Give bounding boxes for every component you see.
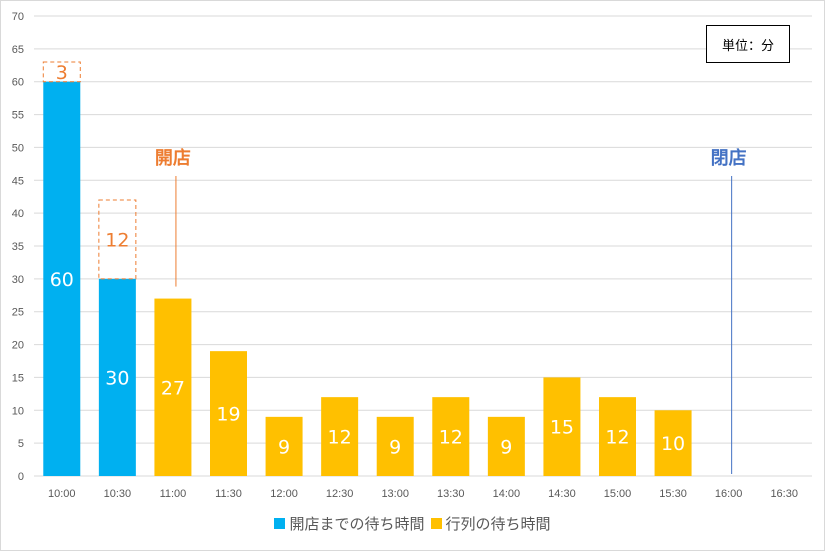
- y-tick-label: 10: [12, 405, 24, 417]
- legend: 開店までの待ち時間 行列の待ち時間: [0, 512, 825, 534]
- marker-label: 閉店: [711, 147, 747, 169]
- bar: [654, 410, 692, 476]
- x-tick-label: 12:00: [270, 488, 298, 500]
- bars: 60 30 27 19 9 12 9 12 9 15 12 10 3 12: [42, 61, 692, 476]
- x-tick-label: 11:00: [160, 488, 187, 500]
- x-tick-label: 13:00: [381, 488, 409, 500]
- y-tick-label: 65: [12, 44, 24, 56]
- gridlines: [34, 15, 812, 477]
- bar-data-label: 12: [439, 427, 463, 449]
- bar: [43, 81, 81, 476]
- x-tick-label: 14:30: [548, 488, 576, 500]
- x-axis-ticks: 10:00 10:30 11:00 11:30 12:00 12:30 13:00 13:30…: [48, 488, 798, 500]
- bar: [210, 351, 247, 476]
- bar: [487, 416, 525, 476]
- x-tick-label: 10:00: [48, 488, 76, 500]
- legend-swatch-blue: [274, 517, 286, 529]
- y-tick-label: 55: [12, 110, 24, 122]
- y-tick-label: 0: [18, 471, 24, 483]
- bar: [154, 298, 192, 476]
- bar: [265, 416, 303, 476]
- legend-label-series-0: 開店までの待ち時間: [289, 514, 425, 533]
- y-tick-label: 15: [12, 372, 24, 384]
- bar: [321, 397, 359, 476]
- x-tick-label: 12:30: [326, 488, 354, 500]
- x-tick-label: 10:30: [104, 488, 132, 500]
- bar-data-label: 12: [605, 427, 629, 449]
- bar: [376, 416, 414, 476]
- extra-wait-label: 3: [56, 62, 68, 84]
- unit-label: 単位：分: [706, 25, 790, 63]
- bar: [599, 397, 636, 476]
- bar-data-label: 19: [216, 404, 240, 426]
- x-tick-label: 16:00: [715, 488, 743, 500]
- y-tick-label: 40: [12, 208, 24, 220]
- bar-data-label: 10: [661, 433, 685, 455]
- x-tick-label: 13:30: [437, 488, 465, 500]
- extra-wait-segment: [98, 199, 137, 280]
- y-tick-label: 30: [12, 274, 24, 286]
- bar-data-label: 30: [105, 367, 129, 389]
- bar-data-label: 27: [161, 377, 185, 399]
- y-tick-label: 25: [12, 307, 24, 319]
- x-tick-label: 16:30: [770, 488, 798, 500]
- y-tick-label: 20: [12, 340, 24, 352]
- legend-item-series-0: 開店までの待ち時間: [274, 513, 425, 534]
- legend-label-series-1: 行列の待ち時間: [445, 514, 551, 533]
- y-tick-label: 70: [12, 11, 24, 23]
- bar-data-label: 12: [328, 427, 352, 449]
- x-tick-label: 15:30: [659, 488, 687, 500]
- x-tick-label: 15:00: [604, 488, 632, 500]
- bar: [543, 377, 581, 476]
- x-tick-label: 11:30: [215, 488, 242, 500]
- legend-item-series-1: 行列の待ち時間: [430, 513, 551, 534]
- bar-data-label: 60: [50, 269, 74, 291]
- annotations: 開店 閉店: [155, 147, 747, 474]
- y-tick-label: 60: [12, 77, 24, 89]
- bar-data-label: 15: [550, 417, 574, 439]
- bar-data-label: 9: [389, 436, 401, 458]
- extra-wait-label: 12: [105, 229, 129, 251]
- marker-label: 開店: [155, 147, 191, 169]
- bar-data-label: 9: [500, 436, 512, 458]
- bar: [98, 278, 136, 476]
- y-tick-label: 35: [12, 241, 24, 253]
- y-axis-ticks: 0 5 10 15 20 25 30 35 40 45 50 55 60 65 70: [12, 11, 24, 483]
- x-tick-label: 14:00: [493, 488, 521, 500]
- bar-data-label: 9: [278, 436, 290, 458]
- y-tick-label: 50: [12, 142, 24, 154]
- y-tick-label: 45: [12, 175, 24, 187]
- y-tick-label: 5: [18, 438, 24, 450]
- legend-swatch-yellow: [430, 517, 442, 529]
- bar: [432, 397, 470, 476]
